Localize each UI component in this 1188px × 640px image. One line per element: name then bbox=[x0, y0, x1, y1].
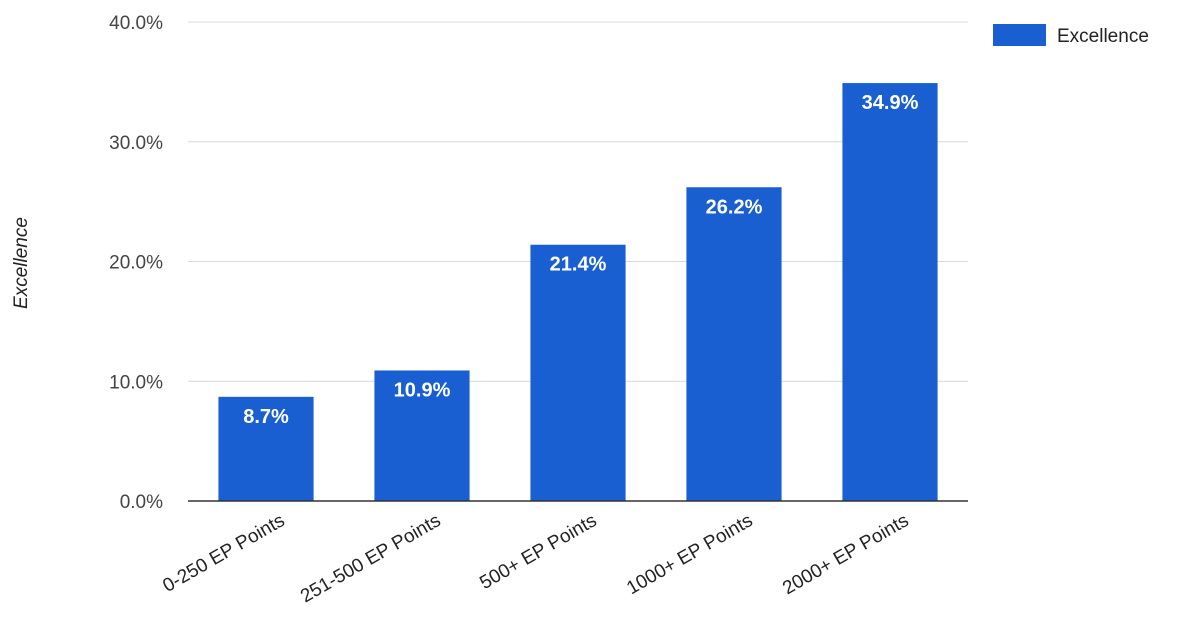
x-category-label: 0-250 EP Points bbox=[159, 510, 288, 597]
x-axis-categories: 0-250 EP Points 251-500 EP Points 500+ EP … bbox=[159, 510, 912, 607]
y-tick-label: 20.0% bbox=[109, 253, 163, 274]
bar[interactable] bbox=[842, 83, 938, 501]
legend[interactable]: Excellence bbox=[993, 24, 1149, 47]
legend-swatch bbox=[993, 24, 1046, 46]
y-tick-label: 0.0% bbox=[120, 492, 163, 513]
bar-data-label: 34.9% bbox=[862, 92, 919, 114]
y-axis-ticks: 0.0% 10.0% 20.0% 30.0% 40.0% bbox=[109, 13, 163, 513]
bar-data-label: 10.9% bbox=[394, 379, 451, 401]
bar-data-label: 21.4% bbox=[550, 254, 607, 276]
legend-label: Excellence bbox=[1057, 26, 1149, 47]
bar[interactable] bbox=[686, 187, 782, 501]
y-tick-label: 40.0% bbox=[109, 13, 163, 34]
y-tick-label: 10.0% bbox=[109, 372, 163, 393]
data-labels: 8.7% 10.9% 21.4% 26.2% 34.9% bbox=[243, 92, 918, 428]
bar[interactable] bbox=[530, 244, 626, 502]
y-axis-title: Excellence bbox=[11, 217, 32, 309]
bars bbox=[218, 83, 938, 502]
bar[interactable] bbox=[374, 370, 470, 501]
bar[interactable] bbox=[218, 396, 314, 501]
y-tick-label: 30.0% bbox=[109, 133, 163, 154]
bar-data-label: 8.7% bbox=[243, 406, 289, 428]
bar-data-label: 26.2% bbox=[706, 196, 763, 218]
x-category-label: 1000+ EP Points bbox=[623, 510, 756, 599]
x-category-label: 251-500 EP Points bbox=[297, 510, 444, 607]
x-category-label: 500+ EP Points bbox=[476, 510, 600, 594]
x-category-label: 2000+ EP Points bbox=[779, 510, 912, 599]
